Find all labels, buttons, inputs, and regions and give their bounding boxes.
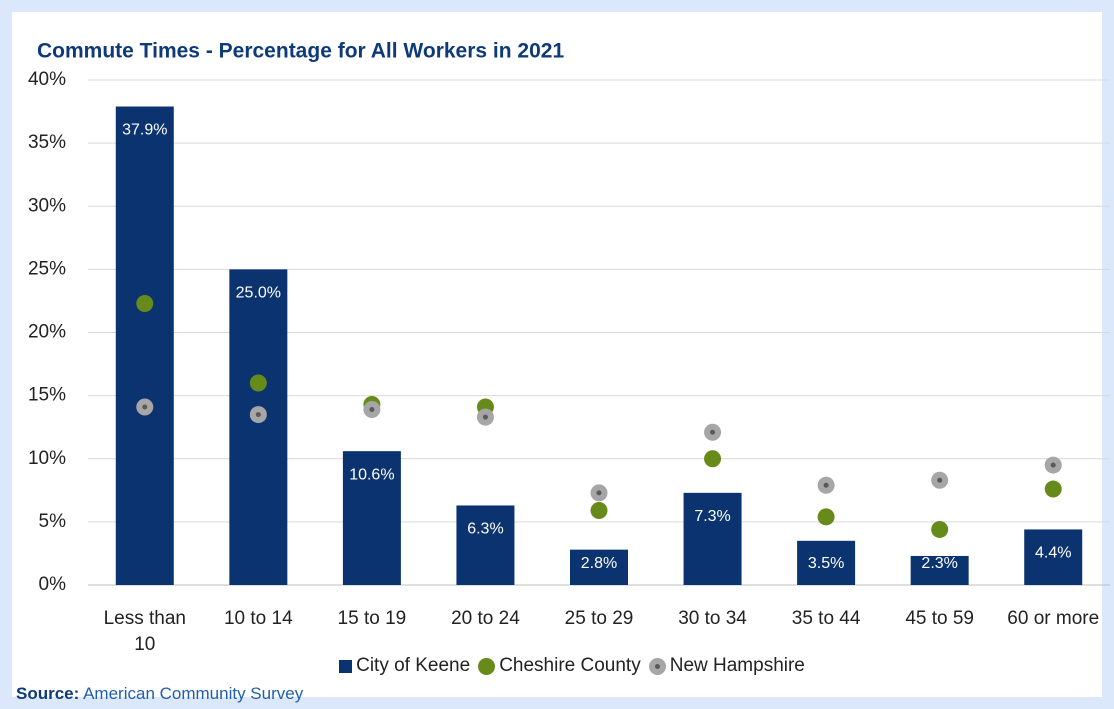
dot bbox=[249, 406, 267, 424]
source: Source: American Community Survey bbox=[16, 684, 303, 704]
data-label: 3.5% bbox=[808, 555, 844, 572]
source-text: American Community Survey bbox=[83, 684, 304, 703]
x-tick-label: Less than 10 bbox=[103, 608, 186, 655]
dot-center bbox=[369, 407, 375, 413]
legend-swatch bbox=[339, 659, 353, 673]
bar bbox=[342, 451, 401, 585]
bar bbox=[797, 540, 856, 585]
dot bbox=[363, 401, 381, 419]
dot-center bbox=[1050, 462, 1056, 468]
y-tick-label: 10% bbox=[28, 448, 66, 469]
y-tick-label: 20% bbox=[28, 322, 66, 343]
legend-label: New Hampshire bbox=[669, 655, 805, 676]
x-tick-label: 45 to 59 bbox=[905, 608, 974, 629]
bar bbox=[456, 505, 515, 585]
dot bbox=[136, 294, 154, 312]
dot bbox=[476, 408, 494, 426]
legend-label: Cheshire County bbox=[499, 655, 641, 676]
data-label: 4.4% bbox=[1035, 545, 1071, 562]
dot-center bbox=[710, 429, 716, 435]
data-label: 37.9% bbox=[122, 122, 167, 139]
dot-center bbox=[823, 482, 829, 488]
x-tick-label: 25 to 29 bbox=[564, 608, 634, 629]
bar bbox=[229, 269, 288, 585]
legend-item: City of Keene bbox=[339, 655, 470, 677]
dot bbox=[1044, 480, 1062, 498]
x-tick-label: 35 to 44 bbox=[791, 608, 861, 629]
legend-item: Cheshire County bbox=[478, 655, 641, 677]
dot bbox=[249, 374, 267, 392]
y-tick-label: 0% bbox=[39, 574, 67, 595]
dot bbox=[590, 502, 608, 520]
source-label: Source: bbox=[16, 684, 80, 703]
bar bbox=[1024, 529, 1083, 585]
legend-item: New Hampshire bbox=[648, 655, 805, 677]
dot-center bbox=[482, 414, 488, 420]
dot-center bbox=[596, 490, 602, 496]
dot-center bbox=[255, 412, 261, 418]
x-tick-label: 30 to 34 bbox=[678, 608, 747, 629]
chart-title: Commute Times - Percentage for All Worke… bbox=[37, 40, 564, 63]
y-tick-label: 35% bbox=[28, 132, 66, 153]
x-tick-label: 10 to 14 bbox=[223, 608, 293, 629]
dot bbox=[817, 476, 835, 494]
data-label: 2.8% bbox=[581, 555, 617, 572]
dot bbox=[704, 450, 722, 468]
dot bbox=[817, 508, 835, 526]
legend-swatch bbox=[648, 657, 666, 675]
y-tick-label: 15% bbox=[28, 385, 66, 406]
x-tick-label: 60 or more bbox=[1007, 608, 1100, 629]
data-label: 10.6% bbox=[349, 466, 394, 483]
y-tick-label: 30% bbox=[28, 195, 66, 216]
bar bbox=[115, 106, 174, 585]
dot-center bbox=[937, 477, 943, 483]
y-tick-label: 40% bbox=[28, 69, 66, 90]
x-tick-label: 15 to 19 bbox=[337, 608, 407, 629]
legend: City of Keene Cheshire County New Hampshir… bbox=[30, 655, 1114, 677]
dot-center bbox=[142, 404, 148, 410]
y-tick-label: 5% bbox=[39, 511, 67, 532]
dot bbox=[704, 423, 722, 441]
legend-swatch bbox=[478, 657, 496, 675]
dot bbox=[931, 520, 949, 538]
dot bbox=[136, 398, 154, 416]
data-label: 6.3% bbox=[467, 521, 503, 538]
dot bbox=[1044, 456, 1062, 474]
legend-label: City of Keene bbox=[356, 655, 471, 676]
y-tick-label: 25% bbox=[28, 258, 66, 279]
x-tick-label: 20 to 24 bbox=[451, 608, 520, 629]
legend-swatch-center bbox=[654, 663, 660, 669]
bar bbox=[570, 549, 628, 585]
data-label: 2.3% bbox=[921, 555, 957, 572]
dot bbox=[931, 471, 949, 489]
bar bbox=[683, 492, 742, 585]
data-label: 7.3% bbox=[694, 508, 730, 525]
data-label: 25.0% bbox=[236, 285, 281, 302]
dot bbox=[590, 484, 608, 502]
bar bbox=[910, 555, 969, 585]
